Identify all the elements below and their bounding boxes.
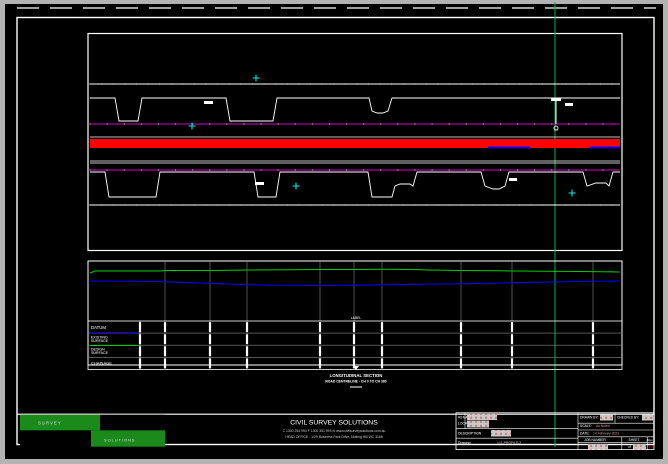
svg-text:of: of [628, 445, 631, 449]
svg-text:DATE:: DATE: [580, 432, 590, 436]
svg-text:SCALE:: SCALE: [580, 424, 592, 428]
svg-text:JOB NUMBER: JOB NUMBER [584, 438, 606, 442]
svg-text:SURVEY: SURVEY [38, 421, 62, 426]
svg-text:DRAWN BY:: DRAWN BY: [580, 416, 598, 420]
svg-text:SOLUTIONS: SOLUTIONS [104, 438, 135, 443]
svg-text:A1: A1 [649, 445, 653, 449]
svg-text:SURFACE: SURFACE [91, 339, 109, 343]
svg-text:C 1300 254 994 F 1300 351 99: C 1300 254 994 F 1300 351 993 ✉ www.civi… [283, 429, 386, 433]
svg-text:Rev: Rev [647, 438, 653, 442]
svg-text:Drawing:: Drawing: [458, 441, 471, 445]
svg-text:DESCRIPTION: DESCRIPTION [458, 432, 482, 436]
svg-text:CHECKED BY:: CHECKED BY: [617, 416, 639, 420]
svg-text:CHAINAGE: CHAINAGE [91, 361, 112, 366]
svg-text:SURFACE: SURFACE [91, 351, 109, 355]
svg-text:LABEL: LABEL [351, 316, 362, 320]
svg-text:DATUM: DATUM [91, 325, 106, 330]
svg-text:As Noted: As Noted [596, 424, 610, 428]
svg-text:HEAD OFFICE - 1/29 Business Pa: HEAD OFFICE - 1/29 Business Park Drive, … [285, 435, 382, 439]
svg-text:<11-PROFILE-2: <11-PROFILE-2 [497, 441, 521, 445]
svg-text:SHEET: SHEET [629, 438, 640, 442]
svg-text:14 February 2023: 14 February 2023 [593, 432, 619, 436]
svg-text:LONGITUDINAL SECTION: LONGITUDINAL SECTION [330, 373, 383, 378]
svg-text:ROAD CENTRELINE - CH 0 TO CH 3: ROAD CENTRELINE - CH 0 TO CH 380 [325, 380, 386, 384]
svg-text:CIVIL SURVEY SOLUTIONS: CIVIL SURVEY SOLUTIONS [290, 420, 378, 427]
